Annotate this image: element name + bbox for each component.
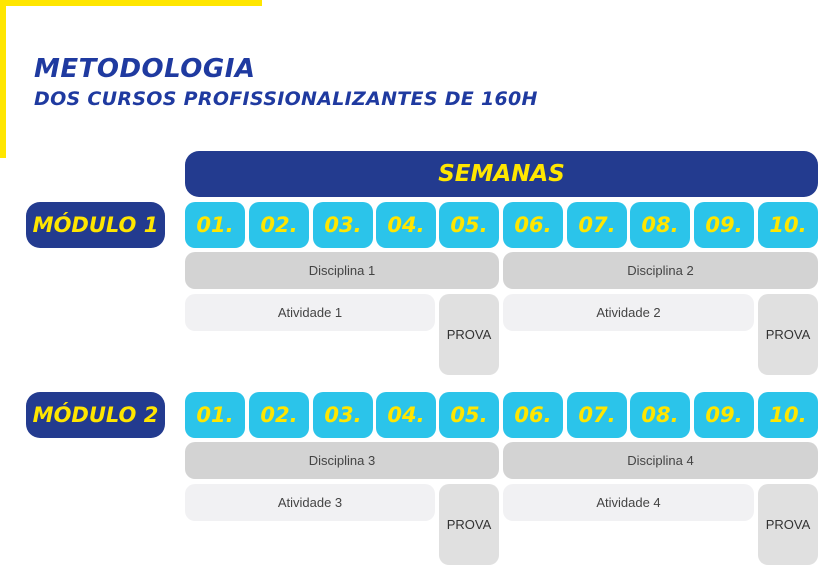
week-cell: 07. [567,202,627,248]
prova-box: PROVA [758,484,818,565]
prova-box: PROVA [439,484,499,565]
disciplina-bar: Disciplina 2 [503,252,818,289]
week-cell: 06. [503,202,563,248]
module-label: MÓDULO 1 [26,202,165,248]
week-cell: 01. [185,392,245,438]
atividade-bar: Atividade 4 [503,484,754,521]
semanas-header: SEMANAS [185,151,818,197]
atividade-bar: Atividade 2 [503,294,754,331]
week-cell: 04. [376,392,436,438]
week-cell: 07. [567,392,627,438]
week-cell: 10. [758,392,818,438]
disciplina-bar: Disciplina 3 [185,442,499,479]
module-label: MÓDULO 2 [26,392,165,438]
prova-box: PROVA [758,294,818,375]
week-cell: 03. [313,392,373,438]
disciplina-bar: Disciplina 1 [185,252,499,289]
page-title: METODOLOGIA [34,54,256,84]
week-cell: 03. [313,202,373,248]
yellow-accent-bar-horizontal [0,0,262,6]
week-cell: 02. [249,202,309,248]
week-cell: 05. [439,392,499,438]
week-cell: 01. [185,202,245,248]
atividade-bar: Atividade 3 [185,484,435,521]
week-cell: 02. [249,392,309,438]
week-cell: 04. [376,202,436,248]
page-subtitle: DOS CURSOS PROFISSIONALIZANTES DE 160H [34,88,538,110]
prova-box: PROVA [439,294,499,375]
disciplina-bar: Disciplina 4 [503,442,818,479]
week-cell: 05. [439,202,499,248]
week-cell: 06. [503,392,563,438]
yellow-accent-bar-vertical [0,0,6,158]
week-cell: 10. [758,202,818,248]
week-cell: 08. [630,392,690,438]
atividade-bar: Atividade 1 [185,294,435,331]
week-cell: 09. [694,392,754,438]
week-cell: 08. [630,202,690,248]
week-cell: 09. [694,202,754,248]
